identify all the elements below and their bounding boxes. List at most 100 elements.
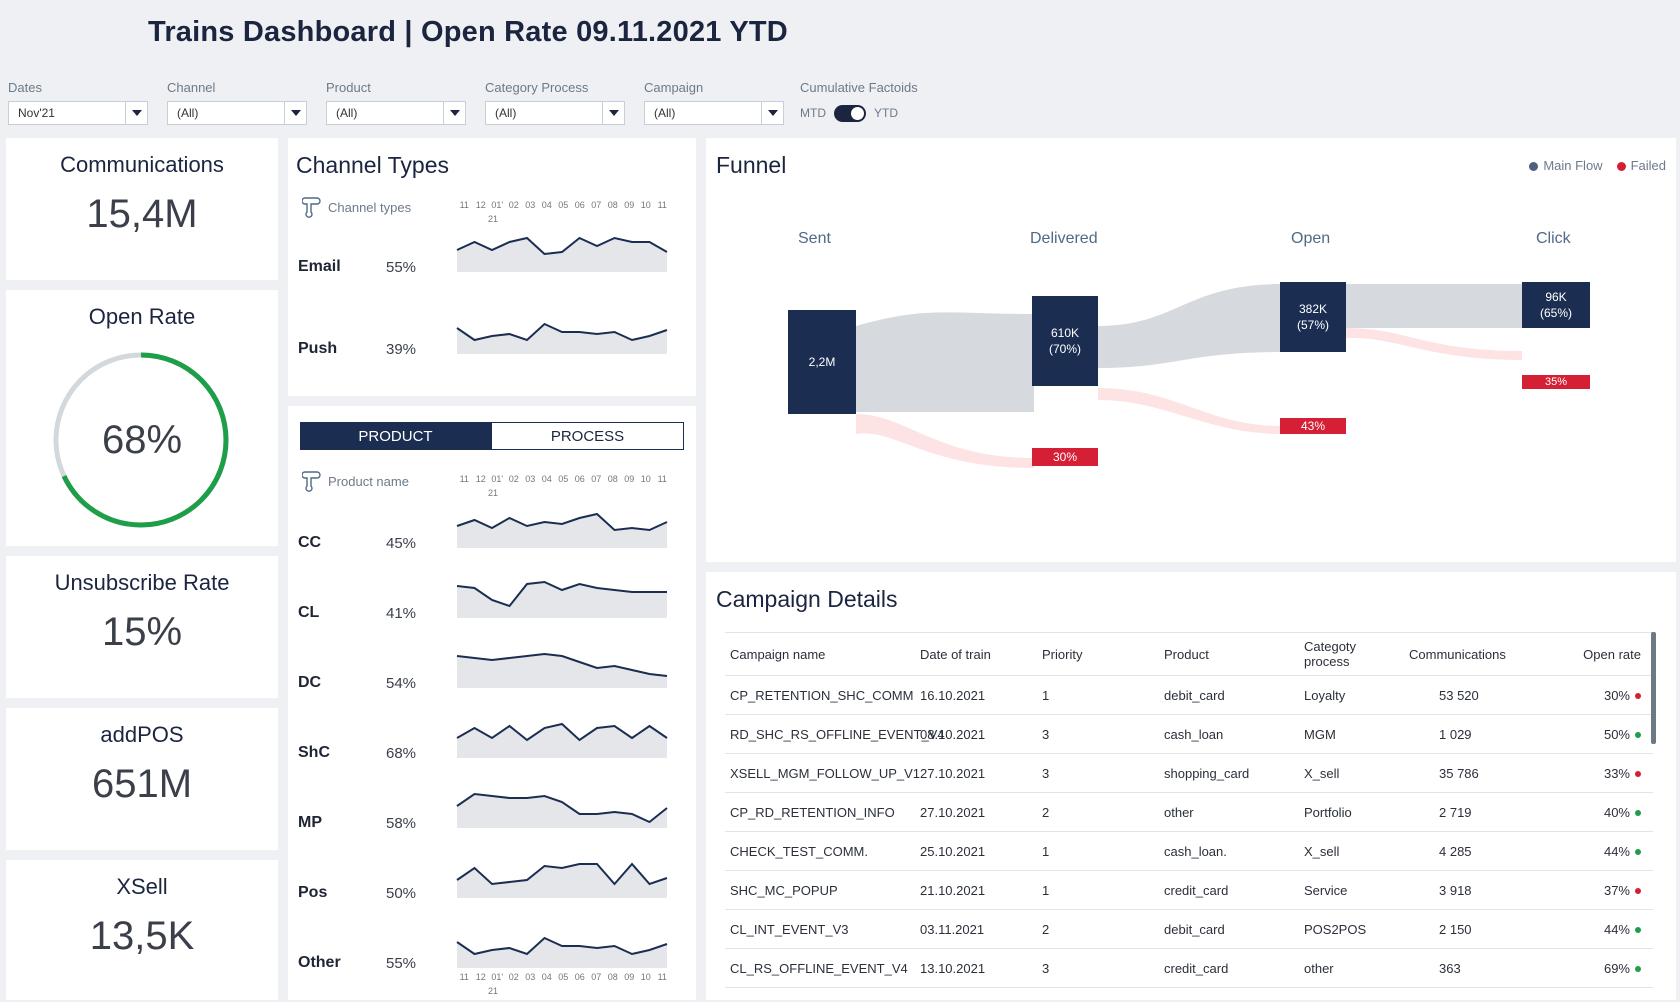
col-date[interactable]: Date of train (920, 646, 991, 662)
month-tick: 05 (558, 474, 569, 484)
row-label: Other (298, 954, 341, 971)
month-tick: 03 (525, 474, 536, 484)
col-open-rate[interactable]: Open rate (1583, 646, 1641, 662)
sparkline-cc[interactable] (456, 508, 668, 553)
flow-delivered-open (1098, 284, 1282, 368)
table-row[interactable]: RD_SHC_RS_OFFLINE_EVENT_V4 08.10.2021 3 cas… (725, 715, 1653, 754)
campaign-select[interactable]: (All) (644, 101, 784, 125)
filter-dates: Dates Nov'21 (8, 80, 148, 125)
month-tick: 01' (491, 200, 504, 210)
sparkline-mp[interactable] (456, 788, 668, 833)
cell-campaign-name: CL_INT_EVENT_V3 (730, 921, 849, 937)
month-axis-year: 21 (488, 986, 499, 996)
table-row[interactable]: CP_RETENTION_SHC_COMM 16.10.2021 1 debit_ca… (725, 676, 1653, 715)
chevron-down-icon[interactable] (284, 102, 306, 124)
cell-category-process: Service (1304, 882, 1348, 898)
month-tick: 07 (591, 474, 602, 484)
filter-icon (302, 471, 321, 492)
table-row[interactable]: CL_INT_EVENT_V3 03.11.2021 2 debit_card POS2… (725, 910, 1653, 949)
filter-icon (302, 197, 321, 218)
month-tick: 12 (475, 972, 486, 982)
table-row[interactable]: XSELL_MGM_FOLLOW_UP_V1 27.10.2021 3 shoppin… (725, 754, 1653, 793)
col-product[interactable]: Product (1164, 646, 1209, 662)
product-select[interactable]: (All) (326, 101, 466, 125)
col-category-process[interactable]: Categoty process (1304, 639, 1357, 669)
cell-open-rate: 69% (1559, 961, 1653, 976)
cell-category-process: X_sell (1304, 765, 1340, 781)
sparkline-push[interactable] (456, 314, 668, 359)
month-tick: 10 (640, 972, 651, 982)
month-tick: 10 (640, 474, 651, 484)
row-pct: 39% (386, 341, 417, 358)
node-delivered-failed[interactable]: 30% (1032, 448, 1098, 466)
node-open-failed[interactable]: 43% (1280, 418, 1346, 434)
col-communications[interactable]: Communications (1409, 646, 1506, 662)
kpi-title: XSell (116, 874, 168, 899)
cell-open-rate: 50% (1559, 727, 1653, 742)
sparkline-chart (456, 322, 668, 354)
tab-product[interactable]: PRODUCT (300, 422, 491, 450)
col-campaign-name[interactable]: Campaign name (730, 646, 826, 662)
sparkline-pos[interactable] (456, 858, 668, 903)
tab-process[interactable]: PROCESS (491, 422, 684, 450)
spark-area (457, 938, 667, 968)
dates-select[interactable]: Nov'21 (8, 101, 148, 125)
node-pct: (70%) (1048, 342, 1081, 356)
cell-communications: 2 719 (1439, 804, 1472, 820)
node-click[interactable]: 96K (65%) (1522, 282, 1590, 328)
spark-area (457, 794, 667, 828)
select-value: (All) (654, 106, 676, 120)
month-tick: 01' (491, 474, 504, 484)
product-name-header: Product name (302, 470, 409, 492)
row-pct: 68% (386, 745, 417, 762)
chevron-down-icon[interactable] (761, 102, 783, 124)
channel-select[interactable]: (All) (167, 101, 307, 125)
month-tick: 11 (657, 200, 667, 210)
node-delivered[interactable]: 610K (70%) (1032, 296, 1098, 386)
cell-product: debit_card (1164, 687, 1225, 703)
sparkline-cl[interactable] (456, 578, 668, 623)
month-tick: 11 (459, 474, 469, 484)
month-axis-bottom: 11 12 01' 02 03 04 05 06 07 08 09 10 11 (456, 972, 671, 982)
cell-communications: 3 918 (1439, 882, 1472, 898)
status-dot-icon (1635, 887, 1641, 894)
node-sent[interactable]: 2,2M (788, 310, 856, 414)
row-label: DC (298, 674, 322, 691)
cell-priority: 3 (1042, 960, 1050, 976)
row-pct: 58% (386, 815, 417, 832)
spark-line (456, 652, 668, 677)
node-click-failed[interactable]: 35% (1522, 375, 1590, 389)
cell-priority: 1 (1042, 687, 1050, 703)
legend-main-flow: Main Flow (1529, 158, 1603, 173)
select-value: (All) (177, 106, 199, 120)
cell-date: 08.10.2021 (920, 726, 986, 742)
month-tick: 07 (591, 200, 602, 210)
chevron-down-icon[interactable] (443, 102, 465, 124)
sparkline-email[interactable] (456, 232, 668, 277)
category-process-select[interactable]: (All) (485, 101, 625, 125)
sparkline-shc[interactable] (456, 718, 668, 763)
col-priority[interactable]: Priority (1042, 646, 1083, 662)
table-row[interactable]: CL_RS_OFFLINE_EVENT_V4 13.10.2021 3 credit_… (725, 949, 1653, 988)
row-label: Push (298, 340, 338, 357)
cell-category-process: POS2POS (1304, 921, 1367, 937)
chevron-down-icon[interactable] (602, 102, 624, 124)
spark-line (456, 322, 668, 342)
cell-date: 21.10.2021 (920, 882, 986, 898)
kpi-value: 15,4M (86, 192, 198, 236)
panel-title: Channel Types (296, 152, 450, 178)
month-tick: 07 (591, 972, 602, 982)
table-row[interactable]: CHECK_TEST_COMM. 25.10.2021 1 cash_loan. X_s… (725, 832, 1653, 871)
month-tick: 06 (574, 972, 585, 982)
row-pct: 41% (386, 605, 417, 622)
node-open[interactable]: 382K (57%) (1280, 282, 1346, 352)
sparkline-dc[interactable] (456, 648, 668, 693)
table-scrollbar[interactable] (1651, 632, 1656, 744)
sparkline-chart (456, 862, 668, 898)
chevron-down-icon[interactable] (125, 102, 147, 124)
table-row[interactable]: SHC_MC_POPUP 21.10.2021 1 credit_card Servic… (725, 871, 1653, 910)
table-row[interactable]: CP_RD_RETENTION_INFO 27.10.2021 2 other Port… (725, 793, 1653, 832)
status-dot-icon (1635, 926, 1641, 933)
sparkline-other[interactable] (456, 928, 668, 973)
mtd-ytd-toggle[interactable] (834, 104, 866, 122)
